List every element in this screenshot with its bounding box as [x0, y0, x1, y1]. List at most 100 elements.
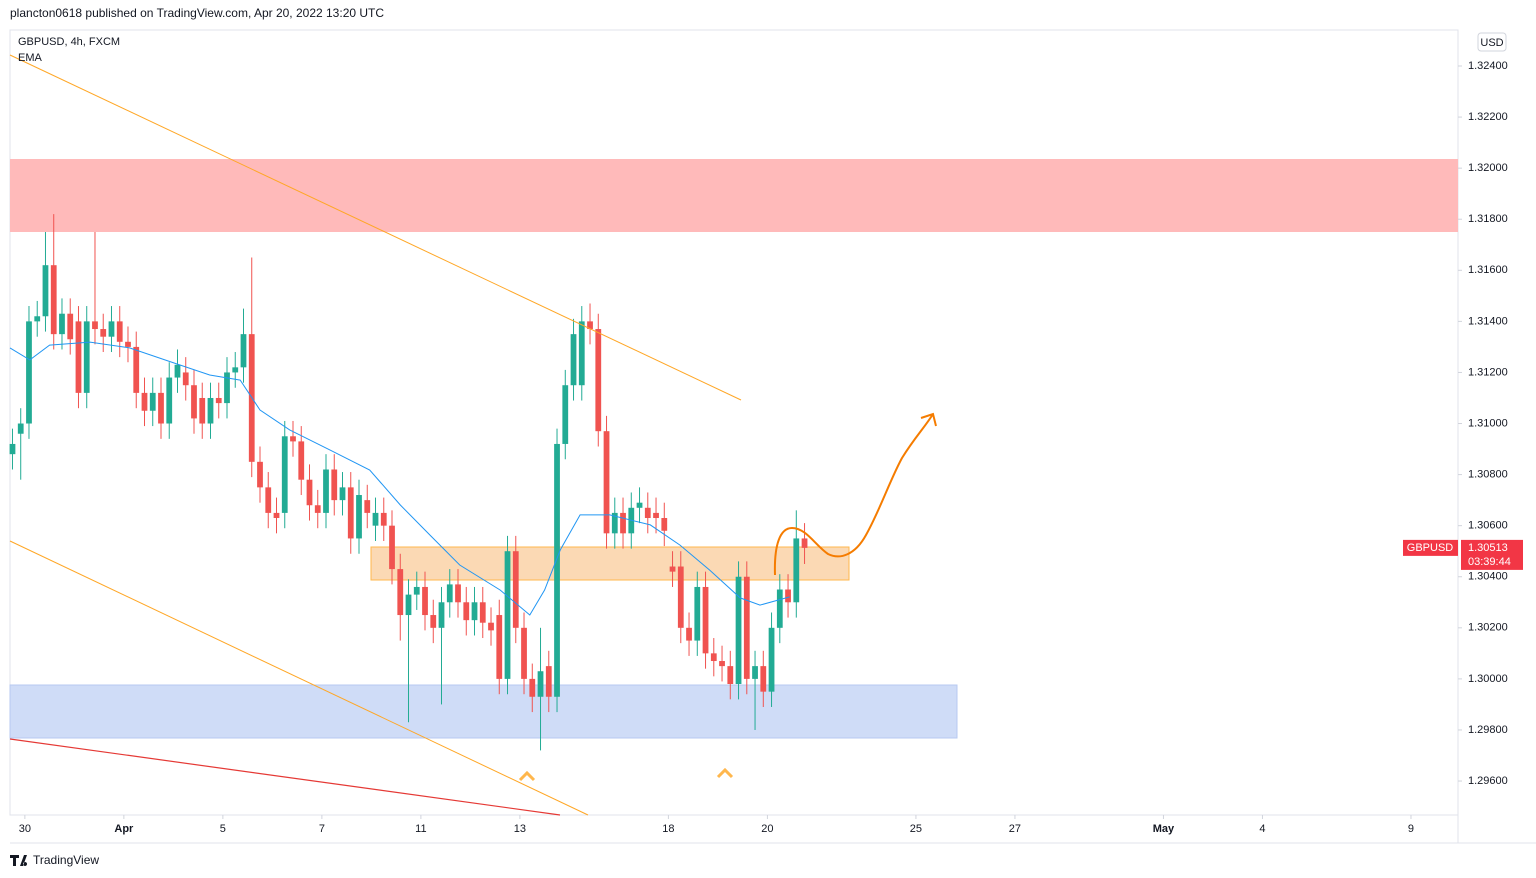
candle-body — [199, 397, 206, 424]
candle-body — [149, 392, 156, 411]
x-tick-label: 27 — [1009, 823, 1021, 835]
projection-arrowhead — [920, 412, 937, 427]
candle-body — [50, 265, 57, 335]
candle-body — [488, 622, 494, 631]
candle-body — [570, 334, 577, 386]
y-tick-label: 1.32000 — [1468, 162, 1508, 174]
candle-body — [158, 392, 164, 424]
candle-body — [438, 602, 445, 628]
candle-body — [653, 512, 659, 519]
candle-body — [356, 495, 362, 539]
candle-body — [224, 372, 230, 404]
candle-body — [405, 594, 412, 616]
candle-body — [785, 589, 791, 603]
price-tag-bg — [1461, 539, 1523, 570]
candle-body — [455, 584, 461, 603]
x-tick-label: 13 — [514, 823, 526, 835]
candle-body — [265, 487, 272, 513]
candle-body — [397, 569, 404, 616]
candle-body — [801, 538, 808, 548]
candle-body — [389, 525, 395, 570]
candle-body — [125, 341, 131, 347]
symbol-tag: GBPUSD — [1407, 542, 1454, 554]
symbol-tag-bg — [1403, 539, 1458, 556]
price-tag-countdown: 03:39:44 — [1468, 556, 1511, 568]
candle-body — [620, 512, 626, 534]
y-tick-label: 1.30800 — [1468, 469, 1508, 481]
candle-body — [760, 666, 767, 692]
candle-body — [75, 321, 82, 393]
candle-body — [59, 313, 65, 335]
candle-body — [240, 334, 247, 368]
y-tick-label: 1.31800 — [1468, 213, 1508, 225]
candle-body — [578, 321, 585, 386]
candle-body — [686, 627, 692, 641]
publish-info: plancton0618 published on TradingView.co… — [10, 6, 384, 20]
brand-logo — [10, 855, 28, 866]
candle-body — [380, 512, 387, 526]
y-tick-label: 1.31000 — [1468, 417, 1508, 429]
candle-body — [595, 329, 602, 432]
candle-body — [26, 321, 32, 424]
y-tick-label: 1.31600 — [1468, 264, 1508, 276]
indicator-legend: EMA — [18, 52, 43, 64]
x-tick-label: 18 — [662, 823, 674, 835]
candle-body — [83, 321, 90, 393]
candle-body — [141, 392, 148, 411]
x-tick-label: 20 — [761, 823, 773, 835]
candle-body — [100, 329, 107, 337]
candle-body — [669, 566, 676, 572]
drawings — [9, 54, 937, 816]
x-tick-label: 5 — [220, 823, 226, 835]
zones — [9, 159, 1458, 739]
candle-body — [339, 487, 346, 501]
currency-button[interactable] — [1477, 32, 1507, 52]
lower-trendline — [9, 540, 589, 816]
candle-body — [537, 671, 544, 697]
candle-body — [232, 367, 239, 373]
candle-body — [644, 507, 651, 519]
candle-body — [273, 512, 280, 519]
candle-body — [174, 364, 181, 378]
candle-body — [603, 431, 610, 534]
ema-line — [9, 341, 790, 616]
y-tick-label: 1.29800 — [1468, 724, 1508, 736]
candle-body — [331, 469, 338, 501]
candle-body — [768, 627, 775, 692]
chevron-marker — [716, 767, 734, 779]
candle-body — [116, 321, 123, 342]
candle-body — [719, 661, 725, 667]
candle-body — [257, 461, 263, 488]
candle-body — [496, 615, 503, 679]
candle-body — [42, 265, 49, 317]
candle-body — [677, 566, 684, 628]
candle-body — [562, 385, 569, 444]
y-tick-label: 1.32200 — [1468, 111, 1508, 123]
projection-path — [773, 413, 934, 576]
candle-body — [9, 443, 16, 455]
candle-body — [529, 678, 536, 697]
candle-body — [207, 397, 214, 424]
candle-body — [611, 512, 618, 534]
upper-trendline — [9, 54, 742, 401]
candle-body — [347, 487, 354, 539]
candle-body — [512, 551, 519, 628]
y-tick-label: 1.29600 — [1468, 775, 1508, 787]
candle-body — [471, 602, 478, 621]
y-tick-label: 1.31400 — [1468, 315, 1508, 327]
candles — [9, 214, 808, 751]
symbol-legend: GBPUSD, 4h, FXCM — [18, 36, 120, 48]
candle-body — [364, 500, 371, 513]
candle-body — [166, 377, 173, 424]
candle-body — [545, 666, 552, 697]
price-tag-value: 1.30513 — [1468, 542, 1508, 554]
candle-body — [92, 321, 98, 330]
x-tick-label: 9 — [1408, 823, 1414, 835]
candle-body — [306, 479, 313, 506]
candle-body — [298, 441, 305, 480]
candle-body — [776, 589, 783, 628]
x-tick-label: 11 — [415, 823, 426, 835]
candle-body — [727, 666, 734, 684]
